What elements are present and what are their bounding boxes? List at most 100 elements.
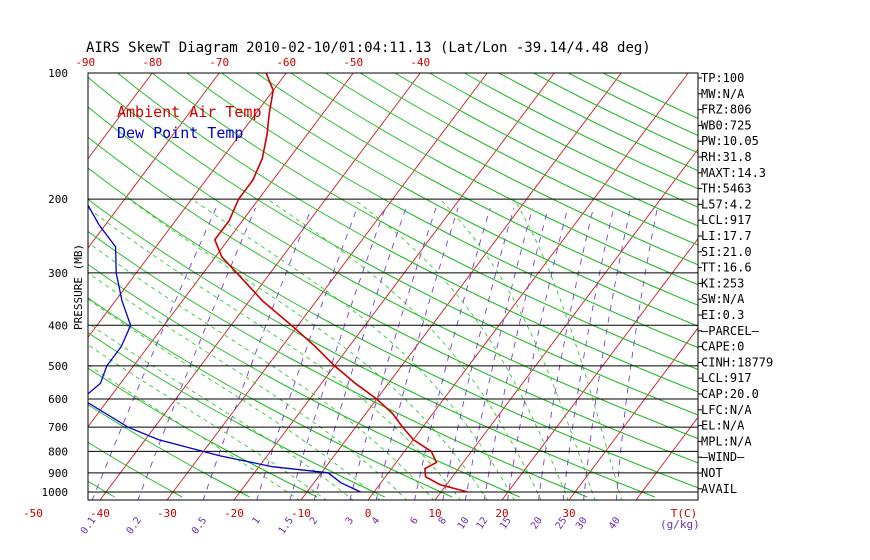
pressure-tick-label: 800 <box>48 445 68 458</box>
moist-adiabat-line <box>353 198 569 500</box>
stat-item: MAXT:14.3 <box>701 166 766 180</box>
moist-adiabat-line <box>439 198 596 500</box>
mixing-ratio-tick-label: 0.5 <box>190 515 209 536</box>
moist-adiabat-line <box>88 241 435 500</box>
stat-item: LCL:917 <box>701 213 752 227</box>
bottom-temp-tick-label: -30 <box>157 507 177 520</box>
stat-item: CAP:20.0 <box>701 387 759 401</box>
stat-item: NOT <box>701 466 723 480</box>
bottom-temp-unit: T(C) <box>671 507 698 520</box>
dry-adiabat-line <box>221 73 698 327</box>
dry-adiabat-line <box>88 331 385 498</box>
moist-adiabat-line <box>88 207 462 500</box>
chart-title: AIRS SkewT Diagram 2010-02-10/01:04:11.1… <box>86 40 651 56</box>
dry-adiabat-line <box>464 73 698 190</box>
mixing-ratio-tick-label: 30 <box>574 515 590 531</box>
stat-item: SI:21.0 <box>701 245 752 259</box>
stat-item: —WIND— <box>701 450 745 464</box>
dry-adiabat-line <box>88 263 520 498</box>
pressure-tick-label: 700 <box>48 421 68 434</box>
stat-item: TT:16.6 <box>701 261 752 275</box>
stat-item: EI:0.3 <box>701 308 744 322</box>
mixing-ratio-line <box>256 207 358 500</box>
top-temp-tick-label: -80 <box>142 56 162 69</box>
moist-adiabat-line <box>88 364 300 500</box>
mixing-ratio-line <box>414 207 491 500</box>
bottom-temp-tick-label: 20 <box>495 507 508 520</box>
mixing-ratio-line <box>289 207 386 500</box>
mixing-ratio-tick-label: 4 <box>370 515 382 526</box>
legend-ambient-air-temp: Ambient Air Temp <box>117 103 262 121</box>
pressure-tick-label: 300 <box>48 267 68 280</box>
bottom-temp-tick-label: 10 <box>428 507 441 520</box>
stat-item: WB0:725 <box>701 118 752 132</box>
mixing-ratio-line <box>349 207 437 500</box>
dry-adiabat-line <box>88 167 698 489</box>
top-temp-tick-label: -40 <box>410 56 430 69</box>
dry-adiabat-line <box>88 297 453 498</box>
isotherm-line <box>300 73 622 500</box>
mixing-ratio-tick-label: 0.2 <box>125 515 144 536</box>
pressure-tick-label: 400 <box>48 319 68 332</box>
dry-adiabat-line <box>360 73 698 246</box>
dry-adiabat-line <box>88 106 698 440</box>
isotherm-line <box>88 73 220 249</box>
dry-adiabat-line <box>88 404 250 498</box>
bottom-temp-tick-label: -20 <box>224 507 244 520</box>
dry-adiabat-line <box>186 73 698 349</box>
stat-item: L57:4.2 <box>701 197 752 211</box>
mixing-ratio-line <box>91 207 217 500</box>
top-temp-tick-label: -90 <box>75 56 95 69</box>
stat-item: MPL:N/A <box>701 434 752 448</box>
stat-item: LI:17.7 <box>701 229 752 243</box>
mixing-ratio-tick-label: 3 <box>344 515 356 526</box>
isotherm-line <box>770 73 870 500</box>
mixing-ratio-line <box>507 207 569 500</box>
mixing-ratio-tick-label: 12 <box>475 515 491 531</box>
mixing-ratio-line <box>538 207 594 500</box>
moist-adiabat-line <box>88 322 354 500</box>
isotherm-line <box>568 327 698 500</box>
pressure-tick-label: 600 <box>48 393 68 406</box>
bottom-temp-tick-label: -10 <box>291 507 311 520</box>
stat-item: AVAIL <box>701 482 737 496</box>
isotherm-line <box>635 416 698 500</box>
mixing-ratio-tick-label: 2 <box>308 515 320 526</box>
dew-point-temp-line <box>88 203 361 493</box>
mixing-ratio-tick-label: 1 <box>250 515 262 526</box>
stat-item: EL:N/A <box>701 419 745 433</box>
mixing-ratio-line <box>464 207 534 500</box>
stat-item: MW:N/A <box>701 87 745 101</box>
stat-item: CAPE:0 <box>701 340 744 354</box>
isotherm-line <box>233 73 555 500</box>
stat-item: RH:31.8 <box>701 150 752 164</box>
dry-adiabat-line <box>88 136 698 464</box>
dry-adiabat-line <box>429 73 698 208</box>
stat-item: CINH:18779 <box>701 355 773 369</box>
top-temp-tick-label: -60 <box>276 56 296 69</box>
moist-adiabat-line <box>267 198 542 500</box>
mixing-ratio-line <box>583 207 631 500</box>
mixing-ratio-tick-label: 8 <box>437 515 449 526</box>
mixing-ratio-line <box>137 207 256 500</box>
top-temp-tick-label: -50 <box>343 56 363 69</box>
stat-item: PW:10.05 <box>701 134 759 148</box>
isotherm-line <box>99 73 421 500</box>
legend-dew-point-temp: Dew Point Temp <box>117 124 243 142</box>
mixing-ratio-tick-label: 10 <box>456 515 472 531</box>
mixing-ratio-tick-label: 20 <box>529 515 545 531</box>
isotherm-line <box>88 73 354 428</box>
top-temp-tick-label: -70 <box>209 56 229 69</box>
pressure-tick-label: 1000 <box>42 486 69 499</box>
isotherm-line <box>434 148 698 500</box>
mixing-ratio-tick-label: 40 <box>607 515 623 531</box>
mixing-ratio-unit: (g/kg) <box>660 518 700 531</box>
bottom-temp-tick-label: 0 <box>365 507 372 520</box>
dry-adiabat-line <box>117 73 698 393</box>
isotherm-line <box>88 73 153 160</box>
stat-item: LCL:917 <box>701 371 752 385</box>
dry-adiabat-line <box>498 73 698 172</box>
moist-adiabat-line <box>88 298 381 500</box>
y-axis-label: PRESSURE (MB) <box>72 244 85 330</box>
